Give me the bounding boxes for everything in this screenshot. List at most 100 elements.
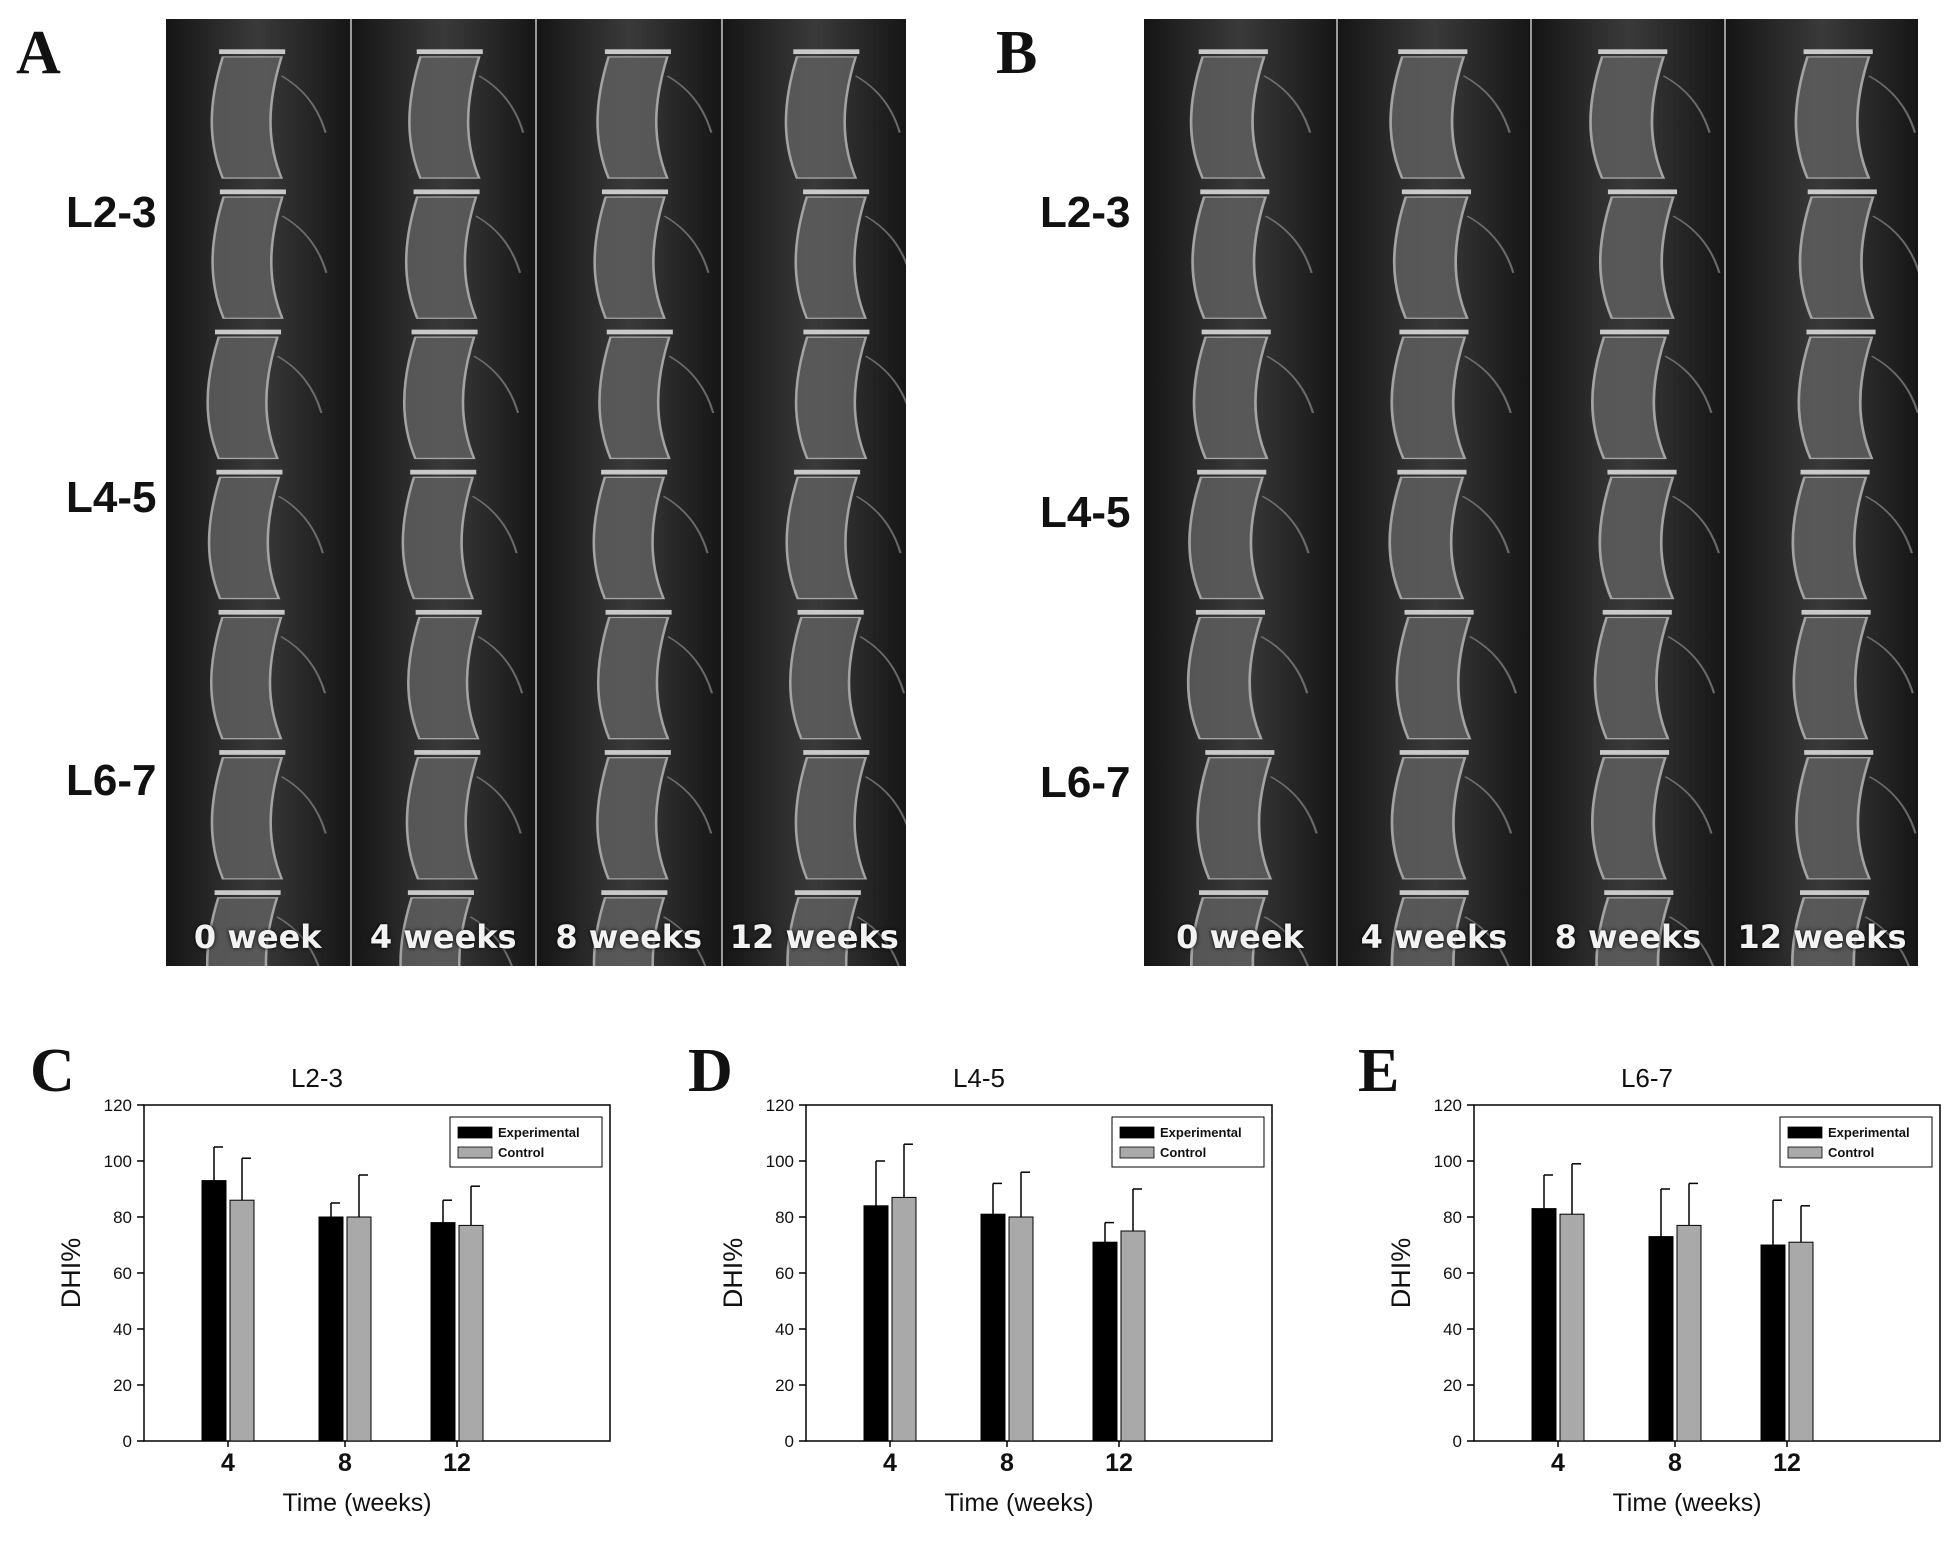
vertebra-shape xyxy=(405,756,478,880)
vertebra-shape xyxy=(210,756,284,880)
y-tick-label: 40 xyxy=(113,1320,132,1339)
x-tick-label: 8 xyxy=(338,1449,352,1477)
disc-space xyxy=(1199,890,1269,895)
xray-image xyxy=(1144,19,1336,966)
disc-space xyxy=(219,189,286,195)
bar-control xyxy=(1676,1224,1702,1442)
y-tick-label: 100 xyxy=(766,1152,794,1171)
xray-frame: 0 week xyxy=(166,19,352,966)
spinous-process xyxy=(864,215,906,268)
bar-control xyxy=(891,1196,917,1442)
spinous-process xyxy=(281,215,328,273)
y-tick-label: 0 xyxy=(123,1432,132,1451)
vertebra-shape xyxy=(1589,56,1666,179)
y-tick-label: 80 xyxy=(775,1208,794,1227)
xray-image xyxy=(1532,19,1724,966)
spinous-process xyxy=(1870,355,1918,414)
xray-frame-caption: 4 weeks xyxy=(1360,918,1508,956)
bar-control xyxy=(229,1199,255,1442)
vertebra-shape xyxy=(1192,336,1269,460)
xray-frame: 12 weeks xyxy=(1726,19,1918,966)
vertebra-shape xyxy=(1191,196,1268,319)
legend-box xyxy=(1111,1116,1265,1168)
spinous-process xyxy=(1464,776,1513,834)
disc-space xyxy=(1598,49,1668,55)
vertebra-shape xyxy=(1392,196,1469,319)
xray-frame-caption: 4 weeks xyxy=(369,918,517,956)
disc-space xyxy=(1804,750,1874,755)
bar-chart: L4-5 0 20 40 60 80 100 120 DHI% 4 8 12 Time (weeks) E… xyxy=(718,1063,1273,1517)
vertebra-shape xyxy=(205,897,279,966)
vertebra-shape xyxy=(1390,336,1467,460)
disc-space xyxy=(1600,329,1670,335)
disc-space xyxy=(1800,469,1870,475)
y-tick-label: 0 xyxy=(1453,1432,1462,1451)
spinous-process xyxy=(474,215,521,273)
bar-control xyxy=(346,1216,372,1442)
xray-frame-caption: 8 weeks xyxy=(1554,918,1702,956)
vertebra-shape xyxy=(1798,196,1875,319)
x-tick-label: 4 xyxy=(221,1449,235,1477)
disc-space xyxy=(1399,750,1469,755)
spinous-process xyxy=(280,636,327,694)
panel-a-xray-strip: 0 week 4 weeks 8 weeks 12 weeks xyxy=(166,19,906,966)
vertebra-shape xyxy=(1797,336,1874,460)
chart-title: L6-7 xyxy=(1621,1063,1673,1093)
spinous-process xyxy=(1668,916,1715,966)
vertebra-shape xyxy=(785,897,859,966)
disc-space xyxy=(413,189,480,195)
disc-space xyxy=(416,49,483,55)
spinous-process xyxy=(1864,916,1910,966)
vertebra-shape xyxy=(1395,616,1472,740)
xray-frame: 4 weeks xyxy=(1338,19,1532,966)
xray-image xyxy=(1726,19,1918,966)
spinous-process xyxy=(1463,355,1512,414)
xray-frame: 0 week xyxy=(1144,19,1338,966)
legend-swatch xyxy=(1787,1126,1823,1139)
disc-space xyxy=(1806,329,1876,335)
vertebra-shape xyxy=(1388,476,1465,600)
spinous-process xyxy=(1260,636,1309,694)
spinous-process xyxy=(662,916,707,966)
spinous-process xyxy=(277,495,324,554)
disc-space xyxy=(407,890,474,895)
vertebra-shape xyxy=(1792,616,1869,740)
y-tick-label: 80 xyxy=(113,1208,132,1227)
spinous-process xyxy=(1269,776,1318,834)
vertebra-shape xyxy=(1389,56,1466,179)
disc-space xyxy=(1801,609,1871,615)
vertebra-shape xyxy=(794,336,867,460)
x-axis-label: Time (weeks) xyxy=(282,1489,431,1517)
vertebra-shape xyxy=(1189,56,1266,179)
y-tick-label: 100 xyxy=(1434,1152,1462,1171)
xray-image xyxy=(537,19,721,966)
disc-space xyxy=(601,189,669,195)
disc-space xyxy=(797,609,864,615)
vertebra-shape xyxy=(598,336,671,460)
vertebra-shape xyxy=(1590,756,1667,880)
spinous-process xyxy=(1864,495,1914,554)
disc-space xyxy=(802,750,869,755)
spinous-process xyxy=(855,916,900,966)
spinous-process xyxy=(666,75,713,133)
spinous-process xyxy=(276,916,320,966)
xray-frame-caption: 0 week xyxy=(1176,918,1304,956)
x-tick-label: 12 xyxy=(1105,1449,1133,1477)
vertebra-shape xyxy=(794,756,867,880)
spinous-process xyxy=(1461,495,1510,554)
disc-space xyxy=(1398,49,1468,55)
disc-space xyxy=(1399,890,1469,895)
x-tick-label: 12 xyxy=(443,1449,471,1477)
spinous-process xyxy=(668,355,715,414)
disc-space xyxy=(1807,189,1877,195)
panel-b-level-l4-5: L4-5 xyxy=(1040,488,1131,537)
spinous-process xyxy=(1664,355,1713,414)
vertebra-shape xyxy=(398,897,472,966)
vertebra-shape xyxy=(1593,616,1670,740)
disc-space xyxy=(1205,750,1275,755)
spinous-process xyxy=(858,636,905,694)
y-tick-label: 60 xyxy=(113,1264,132,1283)
spinous-process xyxy=(864,776,906,828)
disc-space xyxy=(219,750,286,755)
vertebra-shape xyxy=(406,616,480,740)
